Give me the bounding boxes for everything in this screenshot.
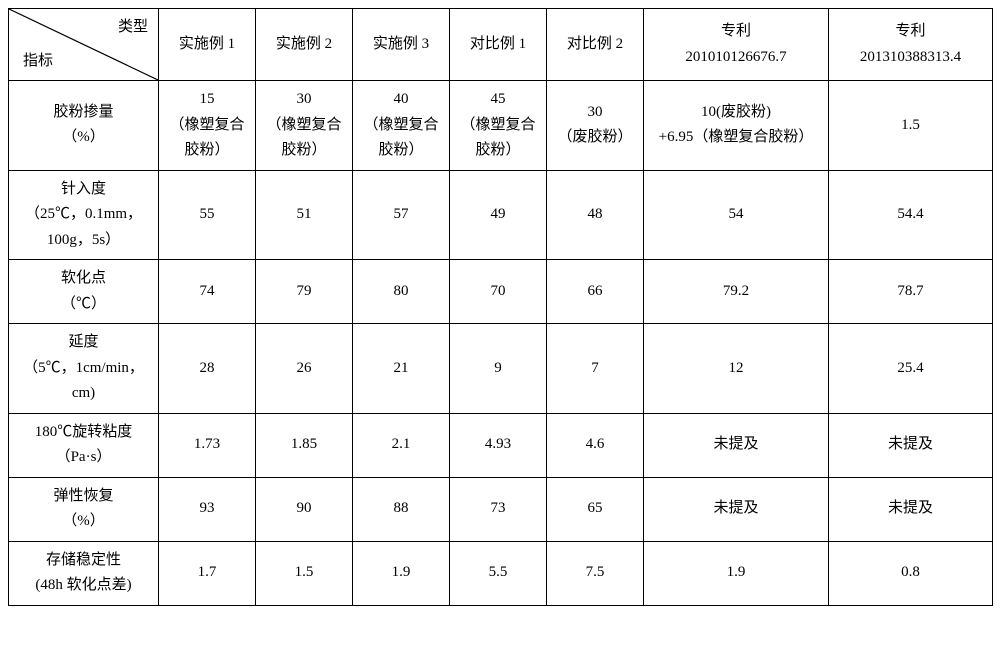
cell: 1.85 (256, 413, 353, 477)
table-row: 180℃旋转粘度（Pa·s） 1.73 1.85 2.1 4.93 4.6 未提… (9, 413, 993, 477)
diagonal-header-cell: 类型 指标 (9, 9, 159, 81)
cell: 未提及 (829, 477, 993, 541)
table-header-row: 类型 指标 实施例 1 实施例 2 实施例 3 对比例 1 对比例 2 专利20… (9, 9, 993, 81)
cell: 65 (547, 477, 644, 541)
cell: 7 (547, 324, 644, 414)
cell: 28 (159, 324, 256, 414)
cell: 未提及 (829, 413, 993, 477)
table-body: 胶粉掺量（%） 15（橡塑复合胶粉） 30（橡塑复合胶粉） 40（橡塑复合胶粉）… (9, 81, 993, 606)
cell: 25.4 (829, 324, 993, 414)
table-row: 针入度（25℃，0.1mm，100g，5s） 55 51 57 49 48 54… (9, 170, 993, 260)
cell: 74 (159, 260, 256, 324)
cell: 4.93 (450, 413, 547, 477)
cell: 55 (159, 170, 256, 260)
cell: 2.1 (353, 413, 450, 477)
row-label: 软化点（℃） (9, 260, 159, 324)
cell: 66 (547, 260, 644, 324)
row-label: 弹性恢复（%） (9, 477, 159, 541)
cell: 80 (353, 260, 450, 324)
cell: 未提及 (644, 413, 829, 477)
diagonal-bottom-label: 指标 (23, 49, 53, 75)
cell: 10(废胶粉)+6.95（橡塑复合胶粉） (644, 81, 829, 171)
cell: 51 (256, 170, 353, 260)
table-row: 延度（5℃，1cm/min，cm) 28 26 21 9 7 12 25.4 (9, 324, 993, 414)
cell: 0.8 (829, 541, 993, 605)
col-header: 对比例 2 (547, 9, 644, 81)
row-label: 180℃旋转粘度（Pa·s） (9, 413, 159, 477)
table-row: 存储稳定性(48h 软化点差) 1.7 1.5 1.9 5.5 7.5 1.9 … (9, 541, 993, 605)
cell: 1.5 (256, 541, 353, 605)
cell: 21 (353, 324, 450, 414)
row-label: 延度（5℃，1cm/min，cm) (9, 324, 159, 414)
cell: 4.6 (547, 413, 644, 477)
cell: 70 (450, 260, 547, 324)
cell: 30（橡塑复合胶粉） (256, 81, 353, 171)
cell: 1.7 (159, 541, 256, 605)
cell: 1.73 (159, 413, 256, 477)
cell: 88 (353, 477, 450, 541)
cell: 78.7 (829, 260, 993, 324)
cell: 15（橡塑复合胶粉） (159, 81, 256, 171)
cell: 未提及 (644, 477, 829, 541)
table-row: 软化点（℃） 74 79 80 70 66 79.2 78.7 (9, 260, 993, 324)
cell: 93 (159, 477, 256, 541)
cell: 90 (256, 477, 353, 541)
cell: 1.9 (644, 541, 829, 605)
cell: 79.2 (644, 260, 829, 324)
col-header: 对比例 1 (450, 9, 547, 81)
cell: 1.5 (829, 81, 993, 171)
cell: 48 (547, 170, 644, 260)
cell: 73 (450, 477, 547, 541)
col-header: 专利201010126676.7 (644, 9, 829, 81)
row-label: 胶粉掺量（%） (9, 81, 159, 171)
cell: 30（废胶粉） (547, 81, 644, 171)
col-header: 实施例 2 (256, 9, 353, 81)
row-label: 存储稳定性(48h 软化点差) (9, 541, 159, 605)
data-table: 类型 指标 实施例 1 实施例 2 实施例 3 对比例 1 对比例 2 专利20… (8, 8, 993, 606)
cell: 54 (644, 170, 829, 260)
cell: 54.4 (829, 170, 993, 260)
row-label: 针入度（25℃，0.1mm，100g，5s） (9, 170, 159, 260)
cell: 45（橡塑复合胶粉） (450, 81, 547, 171)
cell: 40（橡塑复合胶粉） (353, 81, 450, 171)
cell: 1.9 (353, 541, 450, 605)
cell: 26 (256, 324, 353, 414)
col-header: 实施例 1 (159, 9, 256, 81)
cell: 9 (450, 324, 547, 414)
col-header: 专利201310388313.4 (829, 9, 993, 81)
cell: 5.5 (450, 541, 547, 605)
cell: 79 (256, 260, 353, 324)
col-header: 实施例 3 (353, 9, 450, 81)
cell: 49 (450, 170, 547, 260)
table-row: 胶粉掺量（%） 15（橡塑复合胶粉） 30（橡塑复合胶粉） 40（橡塑复合胶粉）… (9, 81, 993, 171)
table-row: 弹性恢复（%） 93 90 88 73 65 未提及 未提及 (9, 477, 993, 541)
cell: 12 (644, 324, 829, 414)
diagonal-top-label: 类型 (118, 15, 148, 41)
cell: 7.5 (547, 541, 644, 605)
cell: 57 (353, 170, 450, 260)
